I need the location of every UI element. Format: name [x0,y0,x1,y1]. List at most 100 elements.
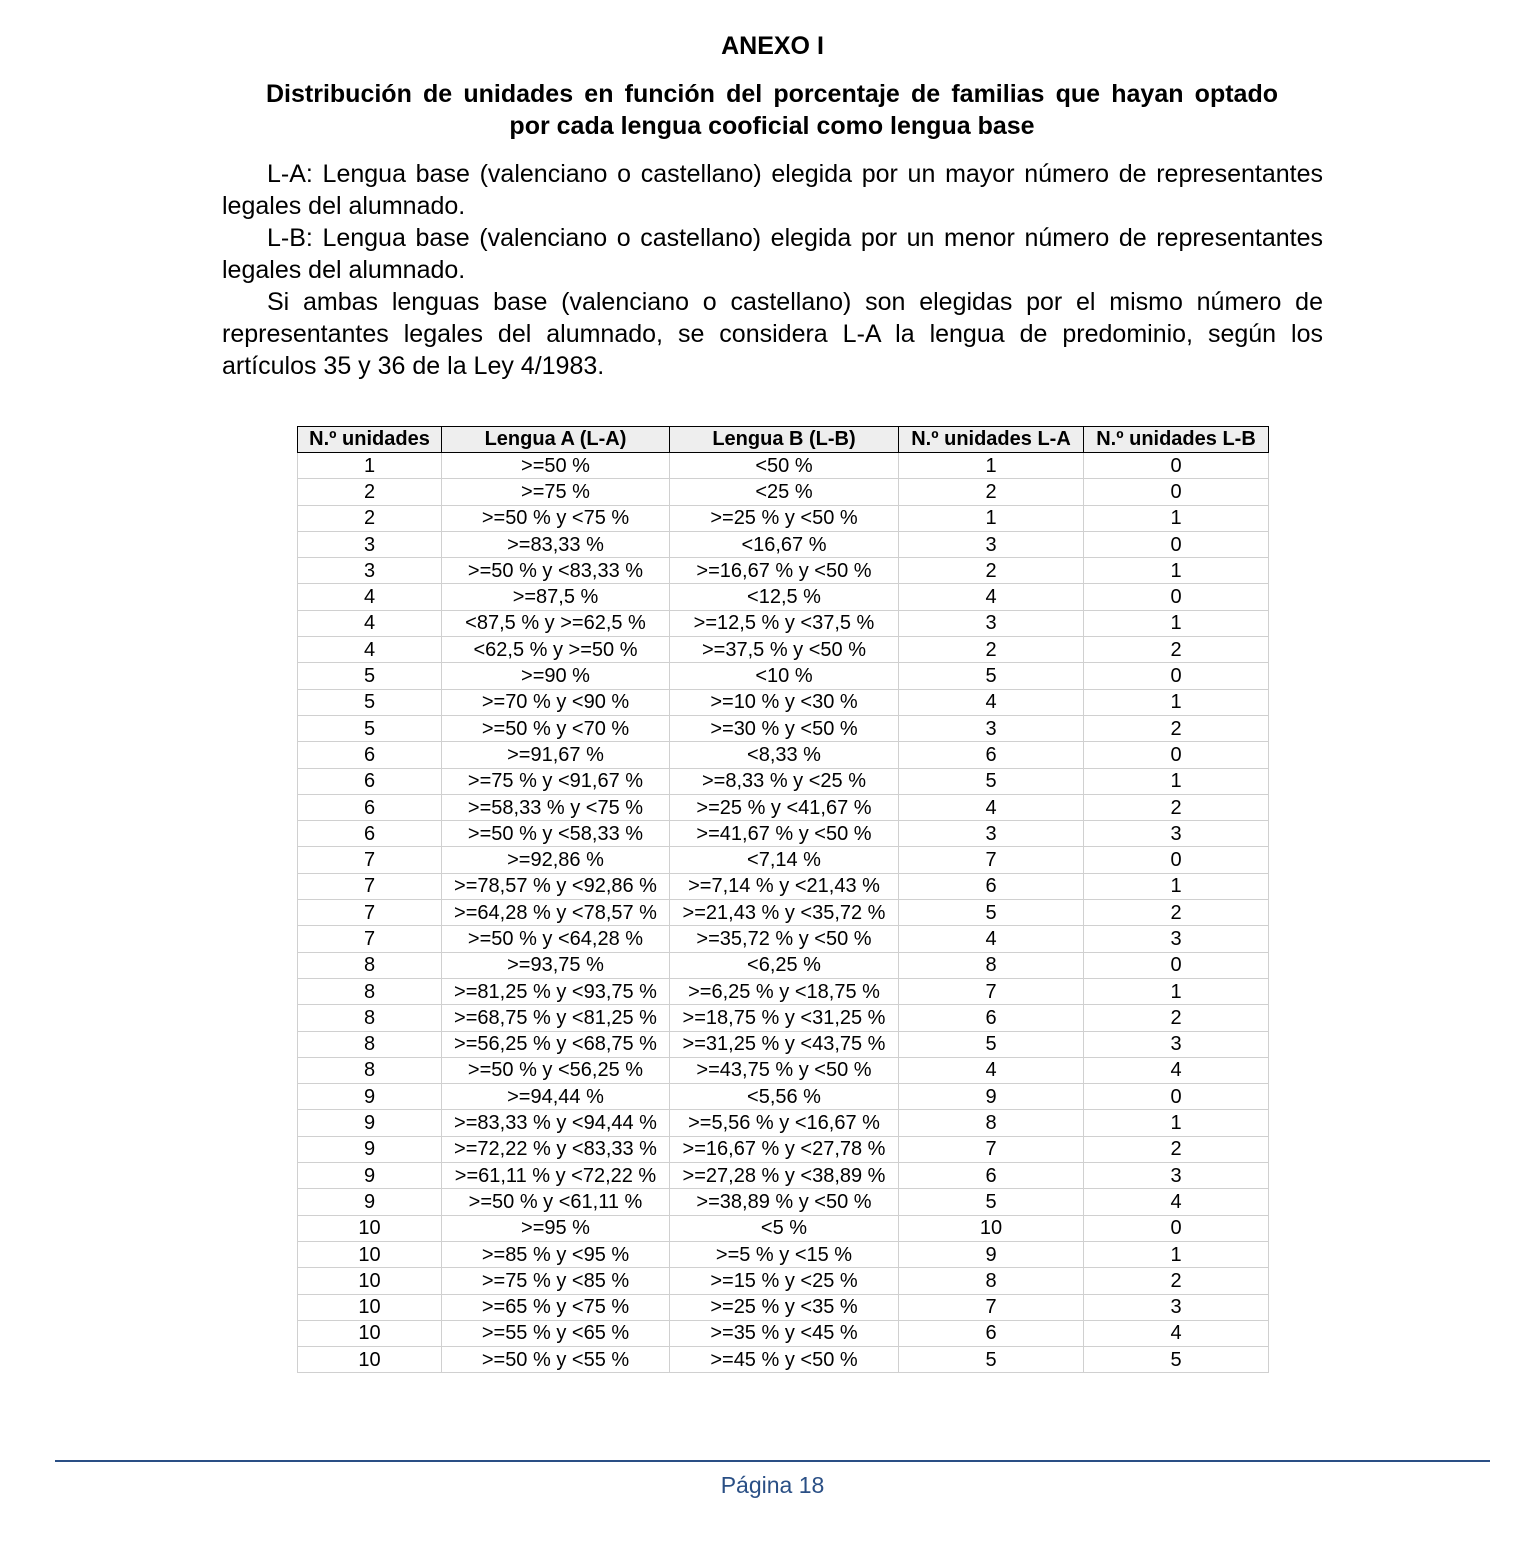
table-cell: 8 [898,951,1084,979]
table-cell: >=45 % y <50 % [669,1346,899,1374]
table-cell: >=7,14 % y <21,43 % [669,872,899,901]
table-cell: 6 [297,793,442,822]
table-cell: >=27,28 % y <38,89 % [669,1162,899,1190]
table-cell: >=65 % y <75 % [441,1293,670,1321]
table-cell: 10 [297,1240,442,1269]
table-cell: 8 [898,1267,1084,1295]
table-cell: 5 [297,688,442,716]
table-row: 9 >=83,33 % y <94,44 % >=5,56 % y <16,67 %… [297,1109,1269,1137]
table-cell: >=50 % [441,451,670,480]
table-cell: >=64,28 % y <78,57 % [441,899,670,927]
table-cell: >=16,67 % y <50 % [669,557,899,585]
table-cell: 8 [297,1030,442,1058]
table-cell: >=50 % y <83,33 % [441,557,670,585]
definition-lb: L-B: Lengua base (valenciano o castellan… [222,224,1323,284]
table-row: 8 >=68,75 % y <81,25 % >=18,75 % y <31,25 … [297,1004,1269,1032]
table-row: 6 >=91,67 % <8,33 % 6 0 [297,741,1269,769]
table-row: 6 >=75 % y <91,67 % >=8,33 % y <25 % 5 1 [297,767,1269,795]
table-cell: 1 [898,504,1084,532]
table-cell: >=35,72 % y <50 % [669,925,899,953]
table-cell: 9 [297,1109,442,1137]
table-cell: 10 [898,1214,1084,1242]
table-cell: 4 [898,688,1084,716]
table-cell: >=68,75 % y <81,25 % [441,1004,670,1032]
table-cell: >=50 % y <56,25 % [441,1056,670,1085]
table-cell: 2 [1083,899,1269,927]
table-cell: >=75 % [441,478,670,506]
table-cell: 4 [297,609,442,638]
table-row: 9 >=94,44 % <5,56 % 9 0 [297,1083,1269,1111]
table-row: 3 >=50 % y <83,33 % >=16,67 % y <50 % 2 1 [297,557,1269,585]
column-header: Lengua B (L-B) [669,426,899,453]
table-cell: 0 [1083,478,1269,506]
table-row: 5 >=90 % <10 % 5 0 [297,662,1269,690]
table-cell: 4 [898,1056,1084,1085]
table-cell: 8 [297,1056,442,1085]
table-cell: 6 [297,820,442,848]
table-cell: >=30 % y <50 % [669,714,899,743]
table-cell: 10 [297,1346,442,1374]
table-cell: 6 [898,1162,1084,1190]
table-row: 5 >=70 % y <90 % >=10 % y <30 % 4 1 [297,688,1269,716]
table-cell: 3 [297,530,442,559]
table-row: 7 >=50 % y <64,28 % >=35,72 % y <50 % 4 3 [297,925,1269,953]
table-cell: 8 [297,1004,442,1032]
table-cell: 2 [297,504,442,532]
tie-rule: Si ambas lenguas base (valenciano o cast… [222,288,1323,380]
table-row: 6 >=50 % y <58,33 % >=41,67 % y <50 % 3 3 [297,820,1269,848]
table-cell: 6 [898,872,1084,901]
table-cell: 0 [1083,1214,1269,1242]
table-cell: <87,5 % y >=62,5 % [441,609,670,638]
table-cell: 4 [1083,1188,1269,1216]
table-cell: <62,5 % y >=50 % [441,636,670,664]
table-cell: >=61,11 % y <72,22 % [441,1162,670,1190]
annex-subtitle: Distribución de unidades en función del … [266,80,1278,140]
table-cell: 5 [898,1346,1084,1374]
table-row: 10 >=95 % <5 % 10 0 [297,1214,1269,1242]
table-cell: >=91,67 % [441,741,670,769]
table-cell: <25 % [669,478,899,506]
table-cell: >=78,57 % y <92,86 % [441,872,670,901]
table-cell: 4 [898,925,1084,953]
table-cell: 1 [1083,504,1269,532]
table-cell: 8 [898,1109,1084,1137]
table-cell: 9 [297,1083,442,1111]
table-cell: 7 [297,925,442,953]
table-cell: >=83,33 % y <94,44 % [441,1109,670,1137]
table-cell: 1 [297,451,442,480]
table-cell: 1 [1083,557,1269,585]
table-cell: 0 [1083,662,1269,690]
table-row: 4 >=87,5 % <12,5 % 4 0 [297,583,1269,611]
table-row: 3 >=83,33 % <16,67 % 3 0 [297,530,1269,559]
table-cell: 3 [297,557,442,585]
table-row: 10 >=85 % y <95 % >=5 % y <15 % 9 1 [297,1240,1269,1269]
table-cell: 5 [898,662,1084,690]
table-cell: 2 [1083,793,1269,822]
table-cell: >=41,67 % y <50 % [669,820,899,848]
table-row: 10 >=65 % y <75 % >=25 % y <35 % 7 3 [297,1293,1269,1321]
table-cell: >=50 % y <61,11 % [441,1188,670,1216]
table-cell: >=50 % y <58,33 % [441,820,670,848]
table-cell: 4 [898,793,1084,822]
table-row: 7 >=64,28 % y <78,57 % >=21,43 % y <35,72 … [297,899,1269,927]
table-cell: >=25 % y <35 % [669,1293,899,1321]
table-cell: 2 [1083,1267,1269,1295]
table-cell: 10 [297,1214,442,1242]
table-cell: >=50 % y <55 % [441,1346,670,1374]
table-cell: 3 [898,609,1084,638]
footer-rule [55,1460,1490,1462]
table-cell: >=15 % y <25 % [669,1267,899,1295]
table-cell: 1 [1083,609,1269,638]
table-cell: >=12,5 % y <37,5 % [669,609,899,638]
table-row: 9 >=50 % y <61,11 % >=38,89 % y <50 % 5 4 [297,1188,1269,1216]
table-cell: >=55 % y <65 % [441,1319,670,1348]
table-cell: 1 [898,451,1084,480]
table-cell: <7,14 % [669,846,899,874]
table-row: 9 >=61,11 % y <72,22 % >=27,28 % y <38,89 … [297,1162,1269,1190]
table-cell: 5 [898,1030,1084,1058]
table-row: 10 >=55 % y <65 % >=35 % y <45 % 6 4 [297,1319,1269,1348]
table-cell: >=8,33 % y <25 % [669,767,899,795]
table-row: 10 >=75 % y <85 % >=15 % y <25 % 8 2 [297,1267,1269,1295]
table-cell: >=94,44 % [441,1083,670,1111]
